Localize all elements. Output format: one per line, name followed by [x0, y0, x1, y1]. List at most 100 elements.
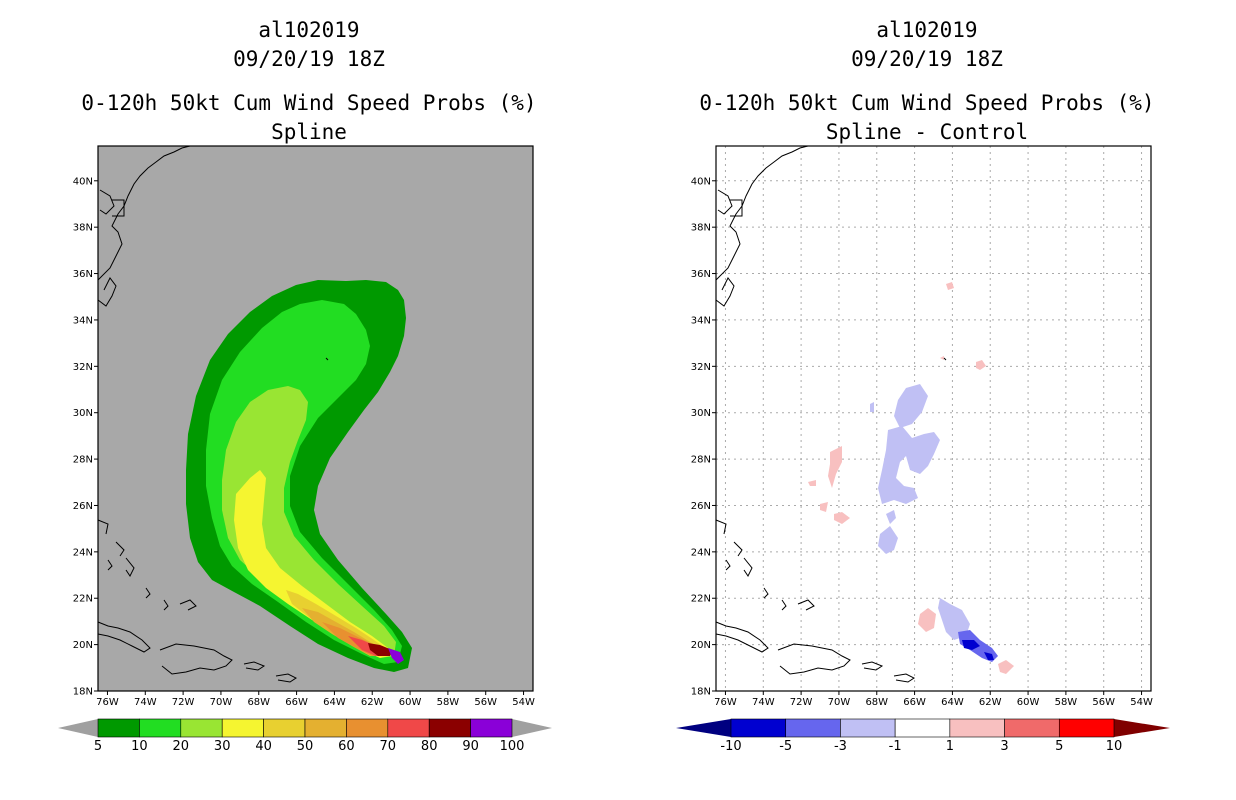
lon-tick-label: 60W: [399, 697, 422, 708]
colorbar: -10 -5 -3 -1 1 3 5 10: [676, 718, 1170, 754]
panel-subtitle: Spline - Control: [825, 120, 1029, 144]
lon-tick-label: 66W: [903, 697, 926, 708]
colorbar-label: 80: [421, 739, 438, 754]
lon-tick-label: 64W: [323, 697, 346, 708]
coastline: [163, 599, 169, 611]
lon-tick-label: 58W: [437, 697, 460, 708]
coastline: [893, 673, 915, 683]
lon-tick-label: 60W: [1017, 697, 1040, 708]
lat-tick-label: 20N: [73, 640, 93, 651]
coastline: [243, 661, 266, 671]
colorbar-swatch: [387, 718, 430, 738]
difference-contour: [998, 660, 1014, 674]
coastline: [715, 519, 727, 535]
lat-tick-label: 38N: [73, 223, 93, 234]
coastline: [861, 661, 884, 671]
probability-band: [368, 643, 392, 656]
colorbar-swatch: [470, 718, 513, 738]
coastline: [763, 587, 769, 599]
probability-band: [234, 470, 390, 658]
lon-tick-label: 68W: [247, 697, 270, 708]
lon-tick-label: 74W: [134, 697, 157, 708]
lon-tick-label: 76W: [96, 697, 119, 708]
lat-tick-label: 40N: [73, 176, 93, 187]
colorbar-label: 70: [380, 739, 397, 754]
lat-tick-label: 38N: [691, 223, 711, 234]
colorbar-label: 60: [338, 739, 355, 754]
lon-tick-label: 66W: [285, 697, 308, 708]
colorbar-swatch: [785, 718, 841, 738]
colorbar-label: 5: [94, 739, 102, 754]
colorbar-swatch: [730, 718, 787, 738]
colorbar-swatch: [180, 718, 223, 738]
coastline: [97, 145, 191, 281]
colorbar-label: 100: [500, 739, 525, 754]
coastline: [97, 277, 117, 307]
coastline: [325, 357, 329, 361]
lon-tick-label: 62W: [361, 697, 384, 708]
colorbar-swatch: [894, 718, 951, 738]
lon-tick-label: 70W: [210, 697, 233, 708]
colorbar-swatch: [1004, 718, 1060, 738]
coastline: [125, 557, 135, 577]
difference-contour: [820, 502, 828, 512]
difference-contour: [870, 402, 874, 412]
coastline: [145, 587, 151, 599]
lon-tick-label: 68W: [865, 697, 888, 708]
colorbar-label: -1: [889, 739, 902, 754]
coastline: [715, 621, 769, 653]
panel-subtitle: Spline: [271, 120, 347, 144]
difference-contour: [834, 512, 850, 524]
difference-contour: [940, 356, 944, 360]
coastline: [112, 199, 125, 217]
colorbar-swatch: [428, 718, 471, 738]
difference-contour: [886, 510, 896, 524]
lon-tick-label: 72W: [172, 697, 195, 708]
colorbar-swatch: [221, 718, 264, 738]
lat-tick-label: 34N: [73, 315, 93, 326]
lat-tick-label: 30N: [73, 408, 93, 419]
lat-tick-label: 22N: [73, 594, 93, 605]
colorbar-arrow: [1114, 719, 1170, 737]
coastline: [275, 673, 297, 683]
colorbar-label: 1: [946, 739, 954, 754]
coastline: [717, 189, 733, 215]
storm-id: al102019: [258, 18, 360, 42]
difference-contour: [894, 384, 928, 428]
colorbar-arrow: [512, 719, 552, 737]
lat-tick-label: 36N: [691, 269, 711, 280]
colorbar-swatch: [840, 718, 896, 738]
colorbar-label: 40: [255, 739, 272, 754]
coastline: [97, 519, 109, 535]
product-title: 0-120h 50kt Cum Wind Speed Probs (%): [81, 91, 537, 115]
colorbar-label: 50: [297, 739, 314, 754]
lon-tick-label: 74W: [752, 697, 775, 708]
lat-tick-label: 28N: [691, 455, 711, 466]
colorbar-label: -10: [720, 739, 741, 754]
lat-tick-label: 32N: [691, 362, 711, 373]
colorbar-swatch: [346, 718, 389, 738]
difference-contour: [962, 640, 980, 650]
lat-tick-label: 32N: [73, 362, 93, 373]
lat-tick-label: 36N: [73, 269, 93, 280]
difference-contour: [808, 480, 816, 486]
lat-tick-label: 18N: [691, 687, 711, 698]
colorbar-swatch: [949, 718, 1005, 738]
difference-contour: [878, 426, 940, 504]
coastline: [99, 189, 115, 215]
colorbar-swatch: [97, 718, 140, 738]
coastline: [725, 559, 731, 571]
colorbar-arrow: [58, 719, 98, 737]
lat-tick-label: 34N: [691, 315, 711, 326]
coastline: [159, 643, 233, 675]
lon-tick-label: 72W: [790, 697, 813, 708]
product-title: 0-120h 50kt Cum Wind Speed Probs (%): [699, 91, 1155, 115]
colorbar-label: 10: [1106, 739, 1123, 754]
colorbar-swatch: [263, 718, 306, 738]
colorbar-label: 10: [131, 739, 148, 754]
difference-map: 76W 74W 72W 70W 68W 66W 64W 62W 60W 58W 56W 54W 18N 2…: [676, 145, 1170, 754]
lon-tick-label: 64W: [941, 697, 964, 708]
lat-tick-label: 24N: [691, 547, 711, 558]
coastline: [115, 541, 125, 557]
coastline: [743, 557, 753, 577]
